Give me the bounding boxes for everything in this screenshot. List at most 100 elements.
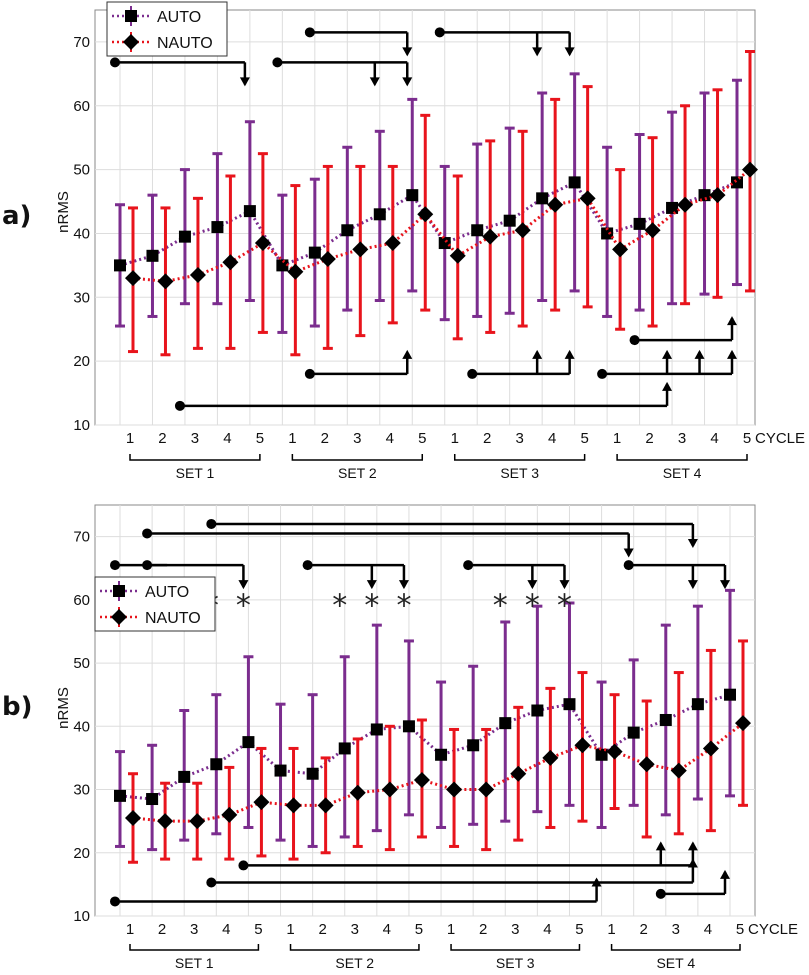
x-tick-label: 4	[548, 430, 556, 447]
y-tick-label: 10	[73, 417, 90, 434]
auto-data-point	[308, 246, 321, 259]
comparison-arrowhead	[687, 841, 698, 851]
nauto-data-point	[317, 797, 334, 814]
legend-auto-label: AUTO	[145, 584, 189, 601]
y-tick-label: 40	[73, 225, 90, 242]
plot-frame	[94, 504, 756, 917]
legend-auto-label: AUTO	[157, 9, 201, 26]
nauto-data-point	[381, 781, 398, 798]
comparison-arrowhead	[727, 316, 737, 326]
x-tick-label: 3	[511, 921, 519, 938]
nauto-data-point	[638, 756, 655, 773]
auto-data-point	[114, 259, 126, 272]
comparison-arrowhead	[369, 77, 380, 87]
x-tick-label: 1	[288, 430, 296, 447]
y-tick-label: 50	[73, 162, 90, 179]
y-tick-label: 60	[73, 98, 90, 115]
nauto-data-point	[579, 190, 596, 207]
auto-data-point	[276, 259, 289, 272]
nauto-data-point	[253, 794, 270, 811]
y-axis-label: nRMS	[55, 687, 72, 729]
auto-data-point	[178, 770, 191, 783]
x-tick-label: 4	[704, 921, 712, 938]
panel-b: b) nRMS CYCLE 10 20 30 40 50 60 70 1 2 3 4 5 1 2 3 4 5 1 2…	[2, 504, 798, 971]
y-tick-label: 30	[73, 782, 90, 799]
auto-data-point	[595, 748, 608, 761]
auto-data-point	[114, 789, 126, 802]
x-tick-label: 1	[451, 430, 459, 447]
set-bracket	[450, 944, 581, 951]
legend-auto-marker	[125, 10, 137, 22]
x-tick-label: 3	[353, 430, 361, 447]
set-bracket	[129, 944, 260, 951]
x-tick-label: 4	[223, 430, 231, 447]
plot-area: 10 20 30 40 50 60 70 1 2 3 4 5 1 2 3 4 5 1 2 3 4 5 1 2 3 4 5 SET 1 S…	[73, 504, 756, 971]
comparison-arrowhead	[398, 580, 409, 590]
nauto-data-point	[478, 781, 495, 798]
x-tick-label: 1	[607, 921, 615, 938]
x-tick-label: 3	[516, 430, 524, 447]
set-bracket	[129, 454, 261, 461]
x-tick-label: 5	[256, 430, 264, 447]
auto-data-point	[242, 736, 255, 749]
x-tick-label: 1	[126, 921, 134, 938]
auto-data-point	[146, 249, 159, 262]
x-tick-label: 5	[415, 921, 423, 938]
nauto-data-point	[222, 254, 239, 271]
nauto-data-point	[384, 235, 401, 252]
nauto-data-point	[446, 781, 463, 798]
set-bracket	[610, 944, 741, 951]
auto-data-point	[568, 176, 581, 189]
comparison-arrowhead	[694, 349, 705, 359]
comparison-arrowhead	[402, 47, 413, 57]
auto-data-point	[691, 698, 704, 711]
nauto-data-point	[254, 235, 271, 252]
nauto-series-line	[132, 168, 751, 283]
auto-data-point	[627, 726, 640, 739]
auto-data-point	[211, 221, 224, 234]
set-bracket	[289, 944, 420, 951]
comparison-arrowhead	[564, 47, 575, 57]
nauto-data-point	[157, 273, 174, 290]
x-tick-label: 5	[580, 430, 588, 447]
x-tick-label: 2	[158, 921, 166, 938]
y-tick-label: 10	[73, 908, 90, 925]
x-tick-label: 2	[158, 430, 166, 447]
y-tick-label: 70	[73, 34, 90, 51]
comparison-arrowhead	[402, 77, 413, 87]
y-axis-label: nRMS	[55, 191, 72, 233]
y-tick-label: 60	[73, 592, 90, 609]
significance-star: *	[364, 589, 379, 624]
comparison-arrowhead	[527, 580, 538, 590]
auto-data-point	[503, 214, 516, 227]
comparison-arrowhead	[402, 349, 413, 359]
nauto-data-point	[189, 266, 206, 283]
nauto-data-point	[612, 241, 629, 258]
comparison-arrowhead	[727, 349, 737, 359]
auto-data-point	[373, 208, 386, 221]
nauto-data-point	[510, 765, 527, 782]
comparison-arrowhead	[238, 580, 249, 590]
legend-nauto-marker	[111, 609, 127, 625]
auto-data-point	[402, 720, 415, 733]
nauto-data-point	[417, 206, 434, 223]
legend-auto-marker	[113, 585, 125, 597]
nauto-data-point	[547, 196, 564, 213]
comparison-arrowhead	[687, 580, 698, 590]
nauto-data-point	[702, 740, 719, 757]
auto-data-point	[563, 698, 576, 711]
x-tick-label: 2	[640, 921, 648, 938]
auto-data-point	[341, 224, 354, 237]
nauto-data-point	[542, 749, 559, 766]
x-tick-label: 2	[479, 921, 487, 938]
x-tick-label: 1	[126, 430, 134, 447]
nauto-data-point	[735, 715, 751, 732]
auto-data-point	[471, 224, 484, 237]
auto-data-point	[724, 688, 736, 701]
auto-data-point	[601, 227, 614, 240]
comparison-arrowhead	[662, 349, 673, 359]
auto-data-point	[531, 704, 544, 717]
y-tick-label: 70	[73, 529, 90, 546]
nauto-data-point	[157, 813, 174, 830]
auto-data-point	[499, 717, 512, 730]
